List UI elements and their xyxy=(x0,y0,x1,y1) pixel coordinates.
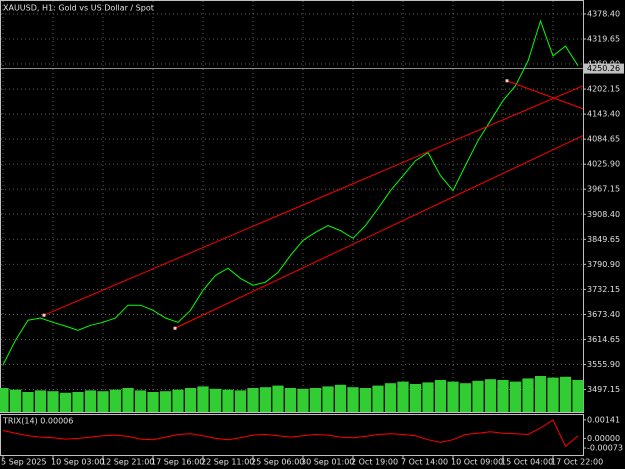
volume-bar xyxy=(447,381,459,412)
trendline xyxy=(506,80,584,110)
y-tick-label: 4143.40 xyxy=(587,110,620,119)
volume-bar xyxy=(347,387,359,412)
x-tick-label: 17 Oct 22:00 xyxy=(551,458,603,467)
volume-bar xyxy=(359,388,372,412)
volume-bar xyxy=(134,390,147,412)
trendline xyxy=(43,85,584,316)
volume-bar xyxy=(247,388,259,412)
trendline-anchor xyxy=(505,79,509,83)
volume-bar xyxy=(497,380,509,412)
y-tick-label: 3849.65 xyxy=(587,235,620,244)
x-tick-label: 17 Sep 16:00 xyxy=(151,458,204,467)
y-tick-label: 4084.65 xyxy=(587,135,620,144)
x-tick-label: 5 Sep 2025 xyxy=(1,458,47,467)
volume-bar xyxy=(322,386,334,412)
volume-bar xyxy=(459,383,472,412)
volume-bar xyxy=(122,388,134,412)
volume-bar xyxy=(59,392,72,412)
y-tick-label: 3497.15 xyxy=(587,385,620,394)
x-tick-label: 22 Sep 11:00 xyxy=(201,458,254,467)
volume-bar xyxy=(372,385,384,412)
volume-bar xyxy=(209,388,222,412)
y-tick-label: 3614.65 xyxy=(587,335,620,344)
x-tick-label: 7 Oct 14:00 xyxy=(401,458,448,467)
volume-bar xyxy=(159,391,172,412)
volume-bar xyxy=(109,389,122,412)
volume-bar xyxy=(97,391,109,412)
trendline-anchor xyxy=(173,326,177,330)
volume-bar xyxy=(272,385,284,412)
volume-bar xyxy=(284,388,297,412)
volume-bar xyxy=(184,388,197,412)
volume-bar xyxy=(534,376,547,412)
x-tick-label: 30 Sep 01:00 xyxy=(301,458,354,467)
current-price-box xyxy=(584,63,624,74)
y-tick-label: 3732.15 xyxy=(587,285,620,294)
volume-bar xyxy=(572,380,584,412)
volume-bar xyxy=(234,390,247,412)
y-tick-label: 4202.15 xyxy=(587,85,620,94)
y-tick-label: 0.00000 xyxy=(587,434,620,443)
volume-bar xyxy=(22,392,34,412)
volume-bar xyxy=(397,381,409,412)
volume-bar xyxy=(472,380,484,412)
x-tick-label: 25 Sep 06:00 xyxy=(251,458,304,467)
y-tick-label: -0.00073 xyxy=(587,444,623,453)
y-tick-label: 0.00141 xyxy=(587,415,620,424)
chart-title: XAUUSD, H1: Gold vs US Dollar / Spot xyxy=(3,4,154,13)
current-price-label: 4250.26 xyxy=(587,64,620,73)
trendline-anchor xyxy=(42,313,46,317)
trendline xyxy=(174,135,584,329)
y-tick-label: 3967.15 xyxy=(587,185,620,194)
sub-frame xyxy=(0,414,584,456)
volume-bar xyxy=(197,386,209,412)
x-tick-label: 2 Oct 19:00 xyxy=(351,458,398,467)
volume-bar xyxy=(409,384,422,412)
volume-bar xyxy=(47,391,59,412)
x-tick-label: 15 Oct 04:00 xyxy=(501,458,553,467)
y-tick-label: 4319.65 xyxy=(587,34,620,43)
volume-bar xyxy=(547,377,559,412)
volume-bar xyxy=(297,388,309,412)
price-line xyxy=(2,419,579,448)
y-tick-label: 3790.90 xyxy=(587,260,620,269)
volume-bar xyxy=(559,376,572,412)
volume-bar xyxy=(309,388,322,412)
volume-bar xyxy=(484,379,497,412)
x-tick-label: 10 Sep 03:00 xyxy=(51,458,104,467)
volume-bar xyxy=(84,390,97,412)
price-line xyxy=(2,19,579,366)
volume-bar xyxy=(334,384,347,412)
y-tick-label: 4378.40 xyxy=(587,9,620,18)
indicator-title: TRIX(14) 0.00006 xyxy=(2,417,73,426)
x-tick-label: 10 Oct 09:00 xyxy=(451,458,503,467)
volume-bar xyxy=(522,378,534,412)
volume-bar xyxy=(34,390,47,412)
volume-bar xyxy=(434,380,447,412)
volume-bar xyxy=(384,383,397,412)
volume-bar xyxy=(172,389,184,412)
volume-bar xyxy=(72,392,84,412)
volume-bar xyxy=(147,392,159,412)
volume-bar xyxy=(0,388,9,412)
main-frame xyxy=(0,0,584,413)
y-tick-label: 3555.90 xyxy=(587,360,620,369)
y-tick-label: 4025.90 xyxy=(587,160,620,169)
volume-bar xyxy=(222,389,234,412)
volume-bar xyxy=(259,387,272,412)
volume-bar xyxy=(9,389,22,412)
y-tick-label: 3908.40 xyxy=(587,210,620,219)
x-tick-label: 12 Sep 21:00 xyxy=(101,458,154,467)
volume-bar xyxy=(422,382,434,412)
volume-bar xyxy=(509,381,522,412)
y-tick-label: 3673.40 xyxy=(587,310,620,319)
